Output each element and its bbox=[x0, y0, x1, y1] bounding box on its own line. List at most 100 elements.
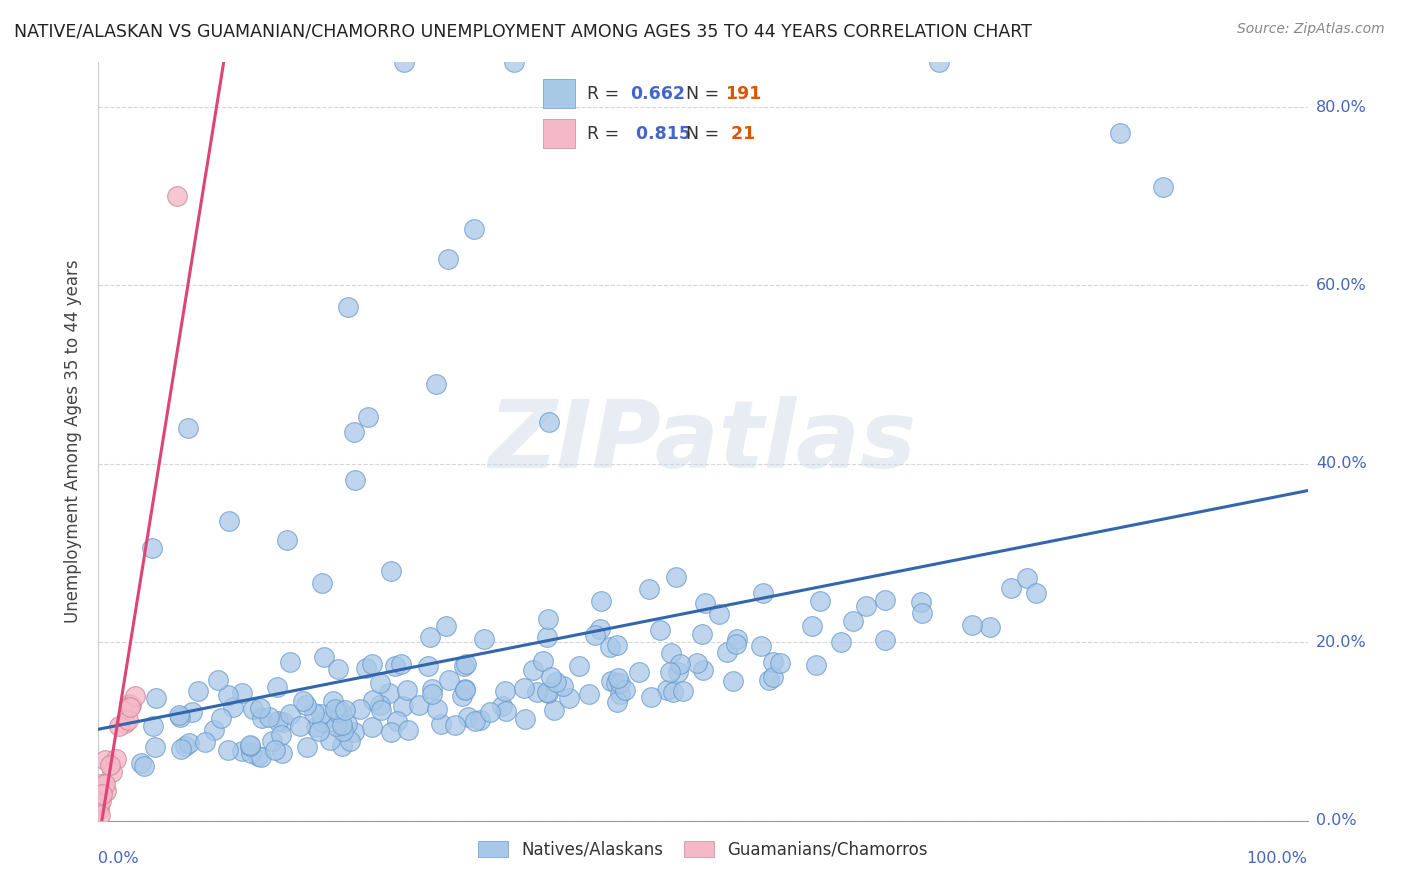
Point bbox=[129, 756, 152, 770]
Point bbox=[94, 777, 117, 791]
Point bbox=[187, 684, 209, 698]
Point bbox=[928, 55, 950, 70]
Point bbox=[609, 676, 631, 690]
Point bbox=[1000, 581, 1022, 595]
Point bbox=[217, 689, 239, 703]
Text: 0.0%: 0.0% bbox=[98, 851, 139, 866]
Point bbox=[396, 683, 419, 698]
Point bbox=[336, 716, 359, 731]
Point bbox=[380, 725, 402, 739]
Point bbox=[453, 659, 475, 673]
Point bbox=[267, 714, 290, 728]
Point bbox=[361, 720, 384, 734]
Point bbox=[266, 681, 288, 695]
Point bbox=[343, 425, 366, 439]
Point bbox=[665, 570, 688, 584]
Point bbox=[758, 673, 780, 687]
Point bbox=[666, 665, 689, 680]
Point bbox=[1025, 586, 1047, 600]
Point bbox=[326, 662, 349, 676]
Point bbox=[454, 683, 477, 698]
Point bbox=[464, 714, 486, 728]
Point bbox=[662, 684, 685, 698]
Point bbox=[454, 657, 477, 672]
Point bbox=[443, 718, 465, 732]
Point bbox=[217, 743, 239, 757]
Point bbox=[326, 705, 349, 719]
Point bbox=[627, 665, 650, 680]
Point bbox=[339, 734, 361, 748]
Point bbox=[804, 657, 827, 672]
Point bbox=[311, 576, 333, 591]
Text: Source: ZipAtlas.com: Source: ZipAtlas.com bbox=[1237, 22, 1385, 37]
Point bbox=[439, 673, 461, 687]
Point bbox=[308, 723, 330, 738]
Y-axis label: Unemployment Among Ages 35 to 44 years: Unemployment Among Ages 35 to 44 years bbox=[65, 260, 83, 624]
Point bbox=[434, 619, 457, 633]
Point bbox=[640, 690, 662, 705]
Point bbox=[118, 700, 141, 714]
Point bbox=[100, 764, 122, 779]
Text: 60.0%: 60.0% bbox=[1316, 278, 1367, 293]
Point bbox=[536, 686, 558, 700]
Point bbox=[380, 564, 402, 578]
Point bbox=[589, 594, 612, 608]
Point bbox=[502, 55, 524, 70]
Point bbox=[337, 300, 360, 314]
Text: 40.0%: 40.0% bbox=[1316, 457, 1367, 471]
Point bbox=[600, 674, 623, 689]
Point bbox=[457, 710, 479, 724]
Point bbox=[333, 703, 356, 717]
Point bbox=[752, 585, 775, 599]
Point bbox=[420, 687, 443, 701]
Point bbox=[117, 713, 139, 727]
Point bbox=[385, 714, 408, 728]
Point bbox=[526, 685, 548, 699]
Point bbox=[344, 473, 367, 487]
Point bbox=[120, 698, 142, 712]
Point bbox=[690, 627, 713, 641]
Point bbox=[408, 698, 430, 713]
Point bbox=[707, 607, 730, 621]
Point bbox=[536, 685, 558, 699]
Point bbox=[672, 684, 695, 698]
Point bbox=[357, 410, 380, 425]
Point bbox=[762, 670, 785, 684]
Point bbox=[960, 618, 983, 632]
Point bbox=[578, 687, 600, 701]
Point bbox=[231, 685, 253, 699]
Point bbox=[568, 658, 591, 673]
Point bbox=[96, 784, 118, 798]
Point bbox=[181, 705, 204, 719]
Point bbox=[118, 697, 141, 711]
Point bbox=[648, 623, 671, 637]
Point bbox=[491, 699, 513, 714]
Point bbox=[693, 596, 716, 610]
Point bbox=[202, 723, 225, 737]
Point bbox=[288, 719, 311, 733]
Point bbox=[583, 628, 606, 642]
Point bbox=[291, 694, 314, 708]
Point bbox=[801, 619, 824, 633]
Point bbox=[270, 727, 292, 741]
Point bbox=[979, 619, 1001, 633]
Point bbox=[513, 712, 536, 726]
Point bbox=[589, 622, 612, 636]
Point bbox=[89, 807, 111, 822]
Point bbox=[551, 679, 574, 693]
Point bbox=[606, 696, 628, 710]
Point bbox=[544, 675, 567, 690]
Point bbox=[368, 675, 391, 690]
Point bbox=[240, 746, 263, 760]
Point bbox=[605, 676, 627, 690]
Point bbox=[533, 655, 555, 669]
Legend: Natives/Alaskans, Guamanians/Chamorros: Natives/Alaskans, Guamanians/Chamorros bbox=[472, 834, 934, 865]
Point bbox=[426, 702, 449, 716]
Point bbox=[264, 743, 287, 757]
Point bbox=[389, 657, 412, 671]
Point bbox=[370, 703, 392, 717]
Point bbox=[250, 711, 273, 725]
Point bbox=[361, 657, 384, 672]
Point bbox=[669, 657, 692, 672]
Point bbox=[910, 595, 932, 609]
